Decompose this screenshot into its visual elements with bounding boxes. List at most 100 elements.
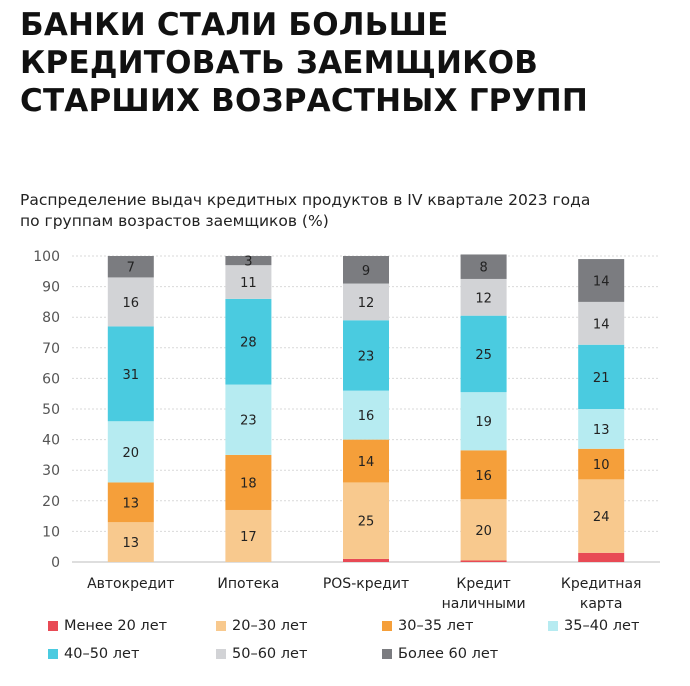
bar-segment xyxy=(578,301,625,345)
bar-segment xyxy=(578,344,625,409)
y-tick-label: 60 xyxy=(42,371,60,387)
legend-swatch xyxy=(216,621,226,631)
y-tick-label: 30 xyxy=(42,463,60,479)
data-label: 24 xyxy=(593,510,610,525)
bar-segment xyxy=(578,479,625,553)
bar-segment xyxy=(460,499,507,561)
chart-grid: 0 10 20 30 40 50 60 70 80 90 100 xyxy=(33,249,660,571)
data-label: 13 xyxy=(593,423,610,438)
bar-segment xyxy=(107,421,154,483)
legend-swatch xyxy=(216,649,226,659)
x-tick-label: наличными xyxy=(442,596,526,612)
data-label: 25 xyxy=(358,515,375,530)
data-label: 14 xyxy=(358,455,375,470)
data-label: 17 xyxy=(240,530,257,545)
legend-item: 30–35 лет xyxy=(382,618,473,634)
bar-segment xyxy=(578,552,625,562)
title-line: КРЕДИТОВАТЬ ЗАЕМЩИКОВ xyxy=(20,45,539,81)
subtitle-line: Распределение выдач кредитных продуктов … xyxy=(20,191,591,209)
bar-segment xyxy=(107,522,154,562)
data-label: 14 xyxy=(593,317,610,332)
bar-segment xyxy=(578,448,625,480)
data-label: 7 xyxy=(127,261,135,276)
chart-subtitle: Распределение выдач кредитных продуктов … xyxy=(20,190,660,232)
data-label: 8 xyxy=(479,261,487,276)
data-label: 19 xyxy=(475,415,492,430)
x-tick-label: POS-кредит xyxy=(323,576,409,592)
legend-swatch xyxy=(382,649,392,659)
legend-label: 40–50 лет xyxy=(64,646,140,662)
data-label: 14 xyxy=(593,274,610,289)
data-label: 31 xyxy=(123,368,140,383)
y-tick-label: 10 xyxy=(42,524,60,540)
data-label: 3 xyxy=(244,255,252,270)
data-label: 10 xyxy=(593,458,610,473)
bar-segment xyxy=(343,390,389,440)
y-tick-label: 70 xyxy=(42,341,60,357)
data-label: 20 xyxy=(475,524,492,539)
x-tick-label: карта xyxy=(580,596,623,612)
data-label: 13 xyxy=(123,536,140,551)
legend-swatch xyxy=(48,621,58,631)
bar-segment xyxy=(578,259,625,302)
y-tick-label: 40 xyxy=(42,433,60,449)
subtitle-line: по группам возрастов заемщиков (%) xyxy=(20,212,329,230)
legend-label: 50–60 лет xyxy=(232,646,308,662)
title-line: БАНКИ СТАЛИ БОЛЬШЕ xyxy=(20,7,449,43)
legend-label: 30–35 лет xyxy=(398,618,474,634)
y-tick-label: 80 xyxy=(42,310,60,326)
legend-swatch xyxy=(382,621,392,631)
x-tick-label: Автокредит xyxy=(87,576,174,592)
legend-item: 20–30 лет xyxy=(216,618,307,634)
bar-segment xyxy=(107,326,154,422)
data-label: 25 xyxy=(475,348,492,363)
bar-segment xyxy=(460,392,507,451)
data-label: 23 xyxy=(358,349,375,364)
bar-segment xyxy=(107,482,154,523)
legend-item: Менее 20 лет xyxy=(48,618,167,634)
bar-segment xyxy=(460,254,507,279)
data-label: 16 xyxy=(358,409,375,424)
bar-segment xyxy=(460,450,507,500)
data-label: 13 xyxy=(123,496,140,511)
bar-segment xyxy=(107,256,154,278)
data-label: 20 xyxy=(123,446,140,461)
data-label: 12 xyxy=(475,291,492,306)
data-label: 9 xyxy=(362,264,370,279)
data-label: 21 xyxy=(593,371,610,386)
legend-item: 35–40 лет xyxy=(548,618,639,634)
bar-segment xyxy=(578,409,625,449)
bar-segment xyxy=(225,298,272,385)
data-label: 18 xyxy=(240,476,257,491)
legend-item: Более 60 лет xyxy=(382,646,498,662)
bar-segment xyxy=(343,439,389,483)
y-tick-label: 0 xyxy=(51,555,60,571)
bar-segment xyxy=(460,315,507,393)
legend-swatch xyxy=(48,649,58,659)
bar-segment xyxy=(343,283,389,321)
bar-segment xyxy=(107,277,154,327)
x-tick-label: Кредит xyxy=(456,576,510,592)
data-label: 11 xyxy=(240,276,257,291)
bar-segment xyxy=(225,384,272,455)
legend-item: 40–50 лет xyxy=(48,646,139,662)
y-tick-label: 100 xyxy=(33,249,60,265)
y-tick-label: 90 xyxy=(42,280,60,296)
legend-swatch xyxy=(548,621,558,631)
bar-segment xyxy=(225,256,272,266)
chart-x-axis-labels: Автокредит Ипотека POS-кредит Кредит наличны… xyxy=(87,576,641,612)
chart-bars xyxy=(107,254,625,562)
bar-segment xyxy=(225,509,272,562)
data-label: 12 xyxy=(358,296,375,311)
bar-segment xyxy=(343,558,389,562)
chart-title: БАНКИ СТАЛИ БОЛЬШЕ КРЕДИТОВАТЬ ЗАЕМЩИКОВ… xyxy=(20,6,670,120)
bar-segment xyxy=(225,454,272,510)
legend-label: 35–40 лет xyxy=(564,618,640,634)
data-label: 28 xyxy=(240,336,257,351)
bar-segment xyxy=(343,320,389,391)
bar-segment xyxy=(343,256,389,284)
data-label: 16 xyxy=(475,469,492,484)
bar-segment xyxy=(460,560,507,562)
data-label: 16 xyxy=(123,296,140,311)
